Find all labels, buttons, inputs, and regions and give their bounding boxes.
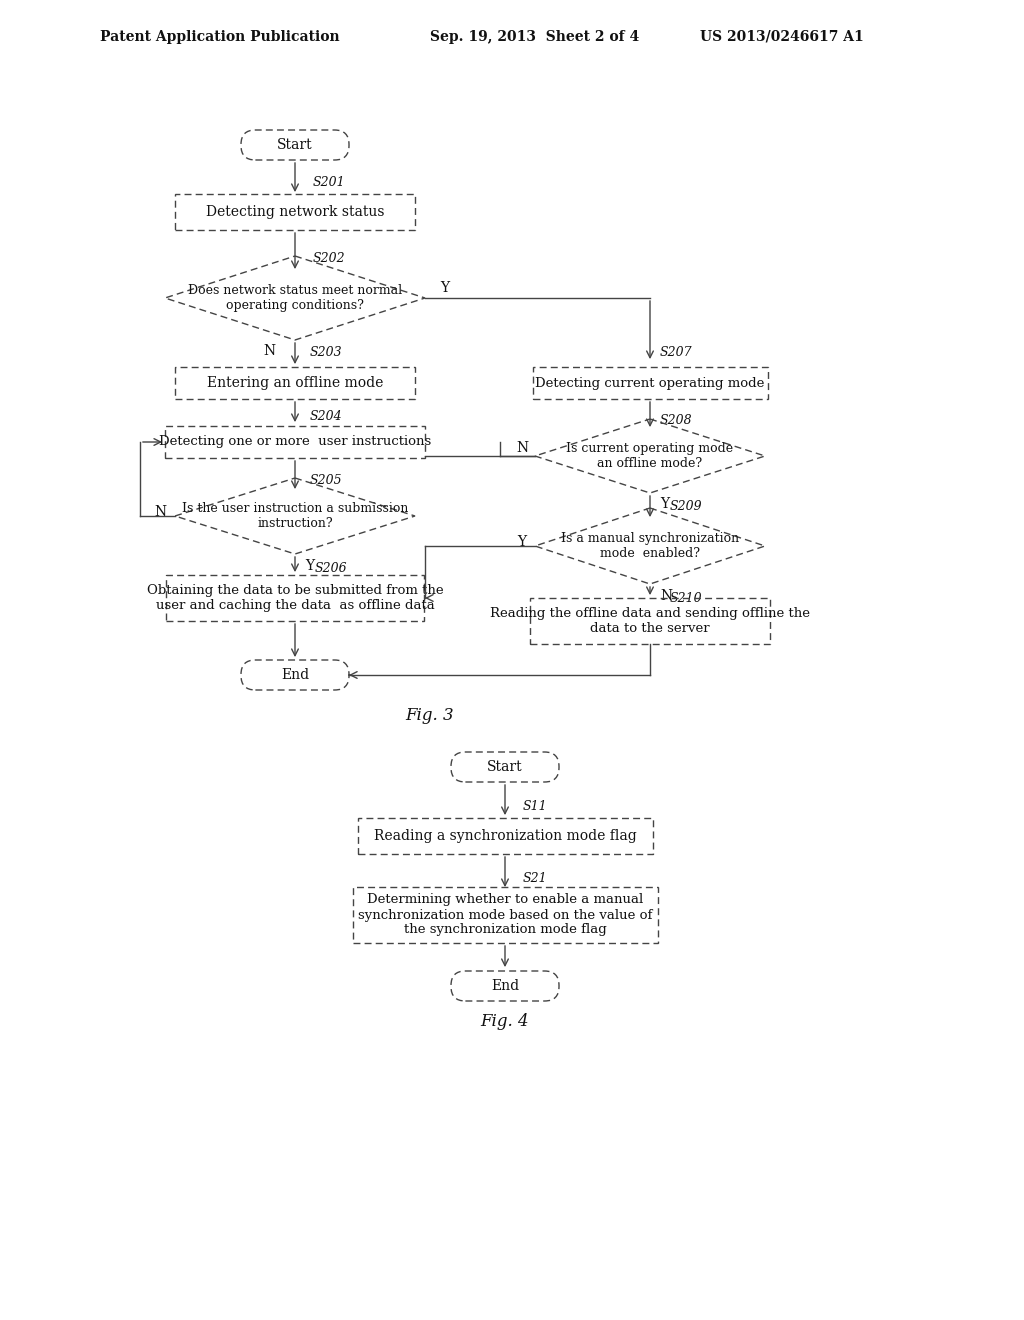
- Text: Detecting one or more  user instructions: Detecting one or more user instructions: [159, 436, 431, 449]
- Text: Start: Start: [278, 139, 312, 152]
- Text: Entering an offline mode: Entering an offline mode: [207, 376, 383, 389]
- Text: Reading a synchronization mode flag: Reading a synchronization mode flag: [374, 829, 636, 843]
- Text: Start: Start: [487, 760, 523, 774]
- Text: S209: S209: [670, 499, 702, 512]
- Text: Is current operating mode
an offline mode?: Is current operating mode an offline mod…: [566, 442, 733, 470]
- Bar: [175, 367, 415, 399]
- Text: Fig. 4: Fig. 4: [480, 1014, 529, 1031]
- Text: Reading the offline data and sending offline the
data to the server: Reading the offline data and sending off…: [490, 607, 810, 635]
- Text: S210: S210: [670, 591, 702, 605]
- Bar: [175, 194, 415, 230]
- Text: Obtaining the data to be submitted from the
user and caching the data  as offlin: Obtaining the data to be submitted from …: [146, 583, 443, 612]
- Text: Detecting current operating mode: Detecting current operating mode: [536, 376, 765, 389]
- Text: S207: S207: [660, 346, 692, 359]
- Text: Detecting network status: Detecting network status: [206, 205, 384, 219]
- Text: Patent Application Publication: Patent Application Publication: [100, 30, 340, 44]
- Text: N: N: [660, 589, 672, 603]
- Text: Is a manual synchronization
mode  enabled?: Is a manual synchronization mode enabled…: [561, 532, 739, 560]
- Text: Y: Y: [440, 281, 450, 294]
- Text: S21: S21: [523, 871, 548, 884]
- Text: Y: Y: [517, 535, 526, 549]
- Text: N: N: [263, 345, 275, 358]
- Text: Y: Y: [660, 498, 669, 511]
- Text: N: N: [516, 441, 528, 455]
- Text: Determining whether to enable a manual
synchronization mode based on the value o: Determining whether to enable a manual s…: [357, 894, 652, 936]
- Text: S206: S206: [315, 561, 347, 574]
- Text: Sep. 19, 2013  Sheet 2 of 4: Sep. 19, 2013 Sheet 2 of 4: [430, 30, 639, 44]
- Text: US 2013/0246617 A1: US 2013/0246617 A1: [700, 30, 864, 44]
- Bar: [532, 367, 768, 399]
- Text: End: End: [281, 668, 309, 682]
- Text: S208: S208: [660, 413, 692, 426]
- Text: Y: Y: [305, 558, 314, 573]
- Text: End: End: [490, 979, 519, 993]
- Text: S204: S204: [310, 409, 343, 422]
- Bar: [352, 887, 657, 942]
- Text: Fig. 3: Fig. 3: [406, 706, 455, 723]
- Text: S205: S205: [310, 474, 343, 487]
- Text: Is the user instruction a submission
instruction?: Is the user instruction a submission ins…: [182, 502, 409, 531]
- Text: S202: S202: [313, 252, 346, 264]
- Bar: [530, 598, 770, 644]
- Text: N: N: [154, 506, 166, 519]
- Bar: [357, 818, 652, 854]
- Text: S11: S11: [523, 800, 548, 813]
- Text: S201: S201: [313, 176, 346, 189]
- Text: Does network status meet normal
operating conditions?: Does network status meet normal operatin…: [188, 284, 402, 312]
- Text: S203: S203: [310, 346, 343, 359]
- Bar: [166, 576, 424, 620]
- Bar: [165, 426, 425, 458]
